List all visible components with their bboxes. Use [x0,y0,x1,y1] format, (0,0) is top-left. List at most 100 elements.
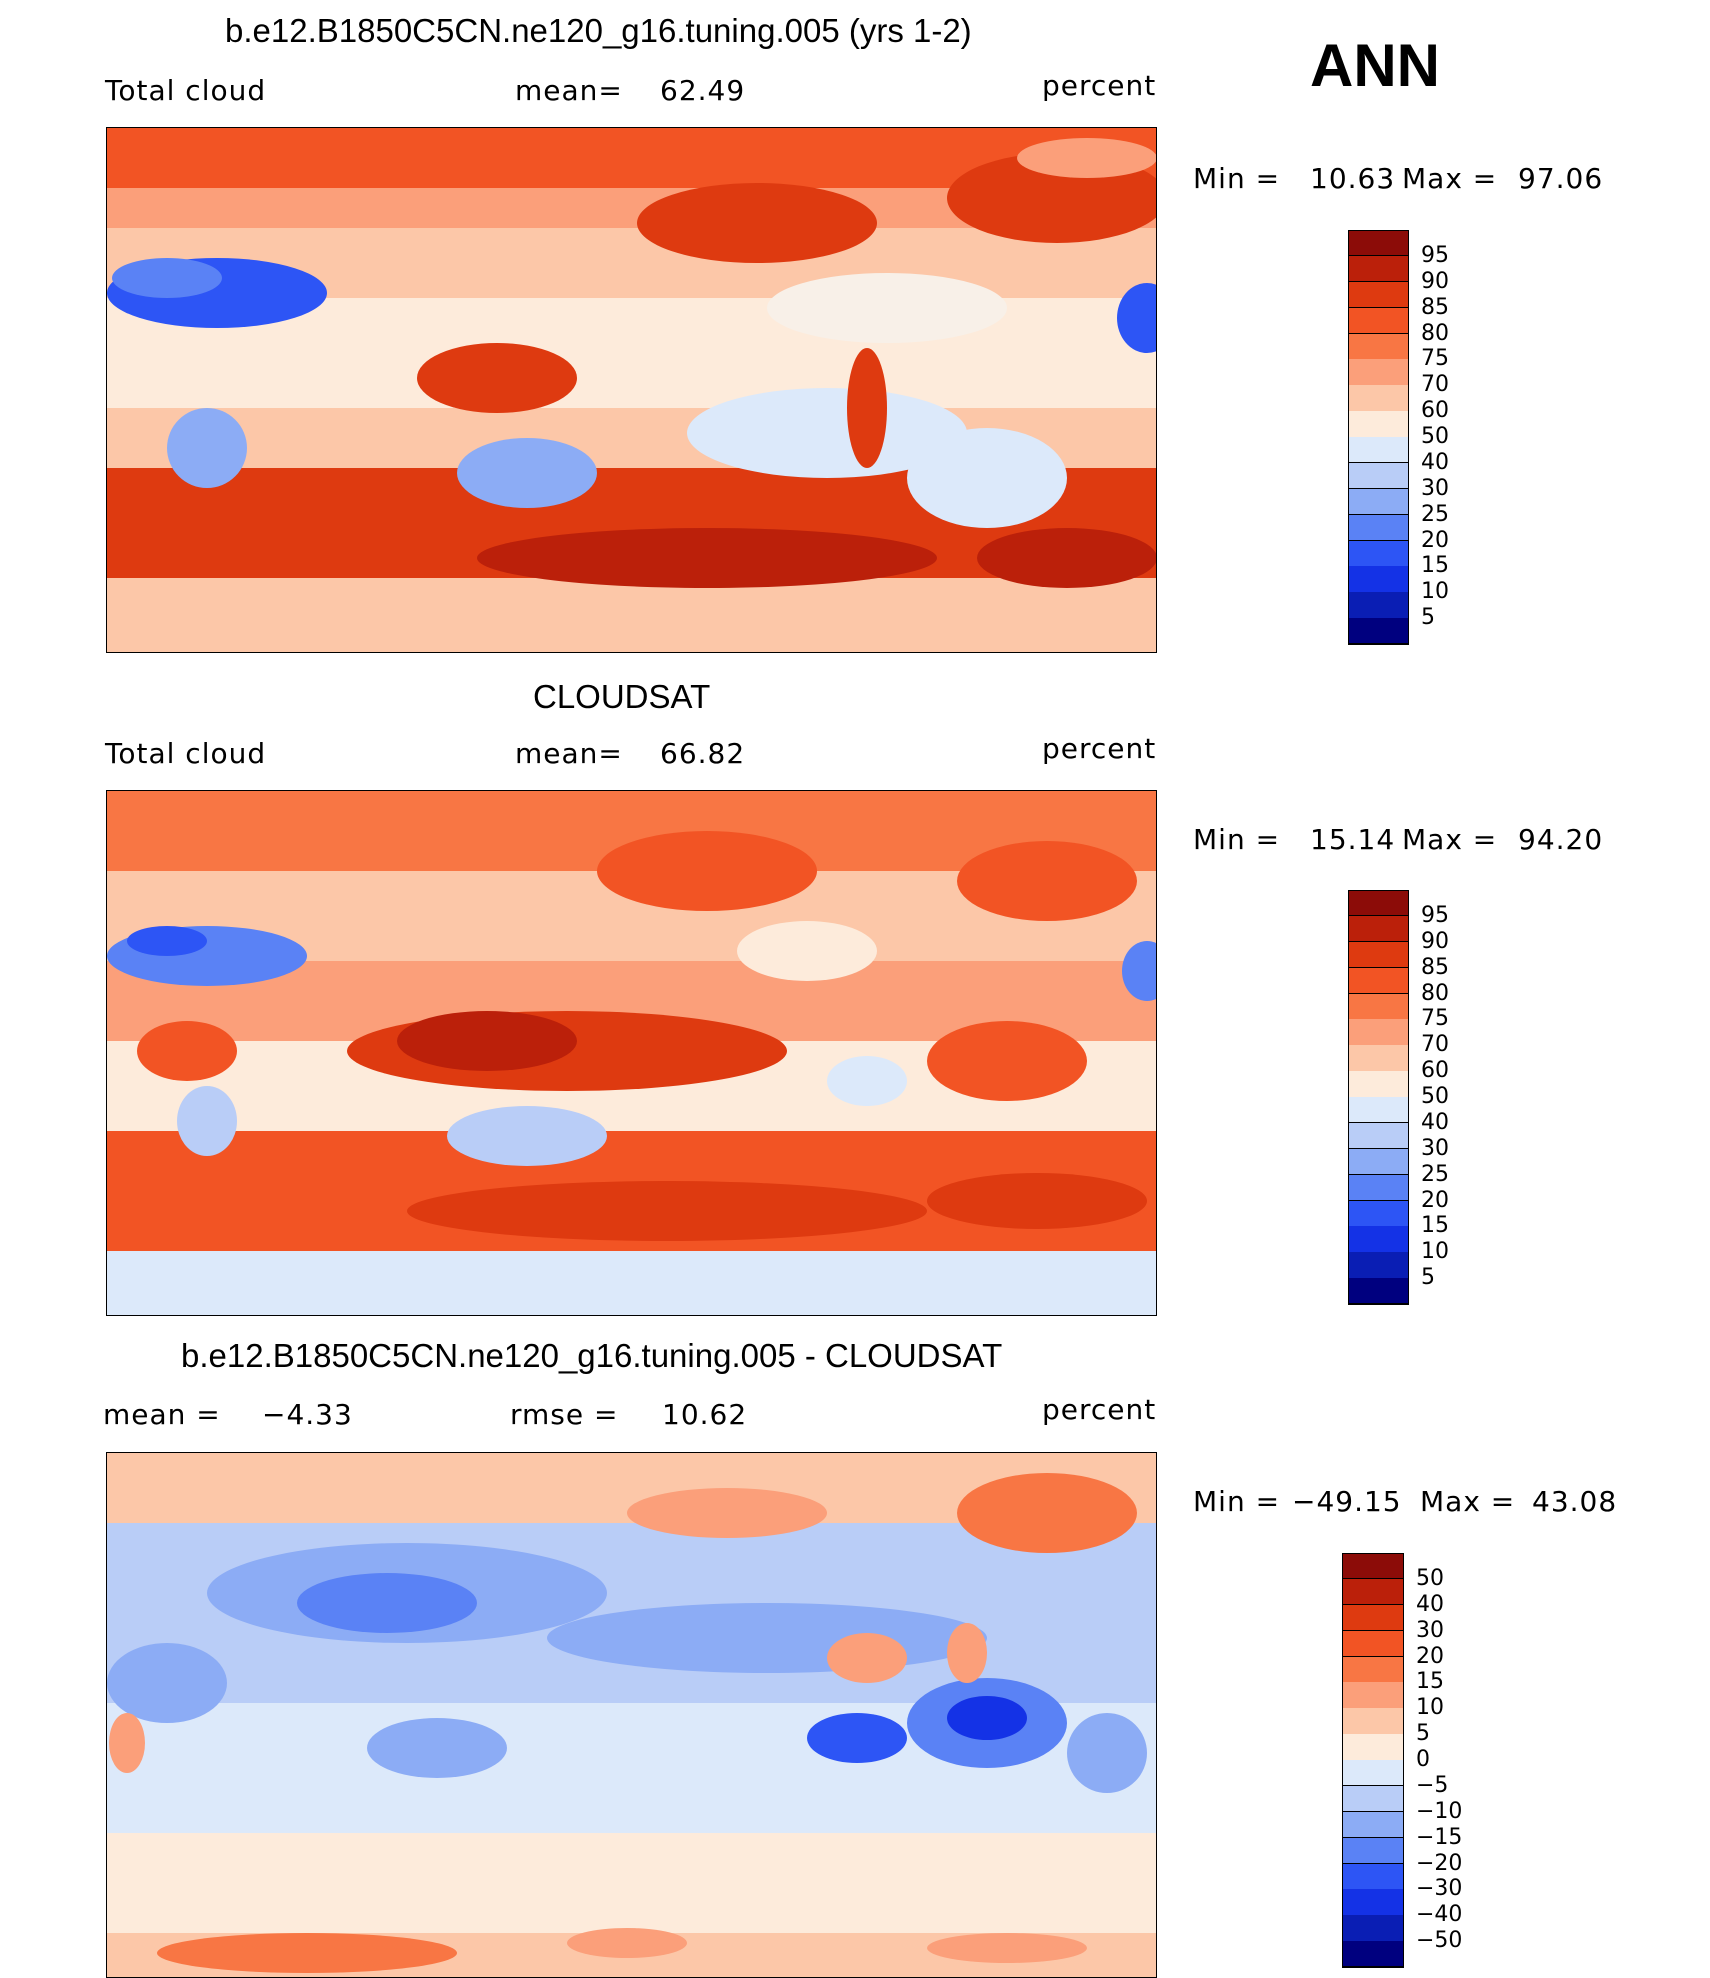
colorbar-swatch [1348,566,1409,593]
colorbar-tick-label: 30 [1421,1135,1449,1161]
colorbar-swatch [1348,385,1409,412]
panel2-max-label: Max = [1402,823,1498,856]
colorbar-swatch [1342,1889,1404,1916]
colorbar-tick-label: 10 [1421,579,1449,605]
colorbar-tick-label: 50 [1421,1084,1449,1109]
panel3-rmse-label: rmse = [510,1398,619,1431]
panel2-min-value: 15.14 [1310,823,1396,856]
colorbar-swatch [1348,488,1409,516]
panel1-variable: Total cloud [105,74,267,107]
colorbar-tick-label: −5 [1416,1772,1449,1798]
colorbar-swatch [1348,618,1409,645]
colorbar-tick-label: 85 [1421,954,1449,980]
panel3-max-value: 43.08 [1532,1485,1618,1518]
colorbar-swatch [1348,1200,1409,1227]
colorbar-swatch [1348,1097,1409,1124]
colorbar-swatch [1348,1252,1409,1279]
colorbar-outline [1348,890,1409,1304]
colorbar-swatch [1348,993,1409,1020]
colorbar-swatch [1348,1071,1409,1098]
panel1-map [106,127,1157,653]
colorbar-swatch [1348,437,1409,464]
colorbar-tick-label: 80 [1421,980,1449,1006]
colorbar-tick-label: −15 [1416,1824,1463,1850]
colorbar-swatch [1342,1785,1404,1813]
colorbar-swatch [1342,1656,1404,1683]
colorbar-tick-label: 85 [1421,294,1449,320]
panel2-mean-value: 66.82 [660,737,746,770]
colorbar-tick-label: 90 [1421,268,1449,294]
colorbar-swatch [1348,915,1409,943]
colorbar-tick-label: 40 [1421,449,1449,475]
panel2-variable: Total cloud [105,737,267,770]
colorbar-swatch [1342,1811,1404,1839]
panel1-colorbar: 95 90 85 80 75 70 60 50 40 30 25 20 15 10 5 [1348,230,1449,645]
colorbar-swatch [1348,540,1409,567]
colorbar-tick-label: 5 [1416,1721,1430,1747]
colorbar-tick-label: 5 [1421,1265,1435,1291]
panel3-max-label: Max = [1420,1485,1516,1518]
colorbar-tick-label: 95 [1421,902,1449,928]
colorbar-tick-label: 20 [1416,1643,1444,1669]
panel3-map [106,1452,1157,1978]
panel3-min-value: −49.15 [1292,1485,1402,1518]
colorbar-tick-label: 95 [1421,242,1449,268]
colorbar-swatch [1348,1174,1409,1201]
colorbar-swatch [1342,1760,1404,1787]
colorbar-tick-label: −50 [1416,1928,1463,1954]
colorbar-tick-label: 10 [1421,1239,1449,1265]
panel2-map [106,790,1157,1316]
panel2-title: CLOUDSAT [533,678,711,715]
panel1-max-label: Max = [1402,162,1498,195]
colorbar-swatch [1342,1734,1404,1761]
colorbar-swatch [1348,1278,1409,1305]
colorbar-swatch [1348,967,1409,994]
colorbar-tick-label: 70 [1421,1032,1449,1058]
panel3-mean-value: −4.33 [262,1398,353,1431]
colorbar-tick-label: −20 [1416,1850,1463,1876]
colorbar-swatch [1342,1578,1404,1606]
colorbar-tick-label: 70 [1421,372,1449,398]
colorbar-tick-label: 40 [1416,1591,1444,1617]
colorbar-tick-label: 50 [1421,424,1449,449]
colorbar-swatch [1348,230,1409,257]
panel3-field [107,1453,1156,1977]
panel1-mean-value: 62.49 [660,74,746,107]
colorbar-swatch [1342,1604,1404,1632]
colorbar-swatch [1342,1682,1404,1709]
panel1-title: b.e12.B1850C5CN.ne120_g16.tuning.005 (yr… [225,12,972,49]
colorbar-swatch [1348,1122,1409,1150]
colorbar-swatch [1348,592,1409,619]
colorbar-swatch [1342,1708,1404,1735]
colorbar-swatch [1342,1630,1404,1657]
colorbar-swatch [1348,411,1409,438]
colorbar-tick-label: 0 [1416,1747,1430,1772]
colorbar-tick-label: 30 [1421,475,1449,501]
colorbar-tick-label: 60 [1421,1058,1449,1084]
panel3-mean-label: mean = [103,1398,221,1431]
colorbar-tick-label: −30 [1416,1876,1463,1902]
colorbar-tick-label: 20 [1421,1187,1449,1213]
panel3-units: percent [1042,1393,1157,1426]
colorbar-swatch [1342,1837,1404,1864]
colorbar-tick-label: 20 [1421,527,1449,553]
panel1-units: percent [1042,69,1157,102]
colorbar-tick-label: 15 [1421,553,1449,579]
panel2-field [107,791,1156,1315]
panel1-field [107,128,1156,652]
colorbar-swatch [1348,359,1409,386]
panel1-min-value: 10.63 [1310,162,1396,195]
colorbar-swatch [1348,333,1409,360]
season-label: ANN [1310,32,1440,99]
colorbar-swatch [1348,1226,1409,1253]
panel3-min-label: Min = [1193,1485,1281,1518]
colorbar-swatch [1348,255,1409,283]
colorbar-tick-label: −40 [1416,1902,1463,1928]
panel3-rmse-value: 10.62 [662,1398,748,1431]
colorbar-tick-label: −10 [1416,1798,1463,1824]
colorbar-tick-label: 25 [1421,501,1449,527]
colorbar-swatch [1348,1148,1409,1176]
colorbar-tick-label: 25 [1421,1161,1449,1187]
colorbar-tick-label: 10 [1416,1695,1444,1721]
colorbar-swatch [1348,1019,1409,1046]
